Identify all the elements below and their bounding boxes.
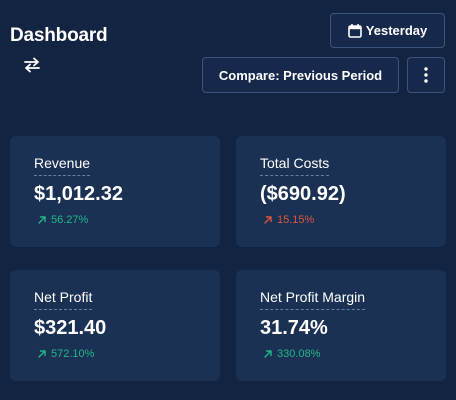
arrow-up-right-icon xyxy=(38,350,46,358)
metric-label[interactable]: Net Profit Margin xyxy=(260,289,366,310)
swap-arrows-icon[interactable] xyxy=(23,57,41,73)
metric-value: $321.40 xyxy=(34,317,107,339)
metric-label[interactable]: Total Costs xyxy=(260,155,330,176)
calendar-icon xyxy=(347,23,362,38)
metric-label[interactable]: Revenue xyxy=(34,155,91,176)
arrow-up-right-icon xyxy=(38,216,46,224)
metric-value: $1,012.32 xyxy=(34,183,123,205)
more-vertical-icon xyxy=(424,67,428,83)
more-options-button[interactable] xyxy=(407,57,445,93)
metric-change: 330.08% xyxy=(264,347,320,361)
metric-change-value: 572.10% xyxy=(51,348,95,360)
metric-label[interactable]: Net Profit xyxy=(34,289,93,310)
page-title: Dashboard xyxy=(10,25,108,46)
arrow-up-right-icon xyxy=(264,216,272,224)
metric-change-value: 56.27% xyxy=(51,214,89,226)
metric-change: 15.15% xyxy=(264,213,314,227)
metric-value: ($690.92) xyxy=(260,183,346,205)
metric-card-net-profit-margin[interactable]: Net Profit Margin 31.74% 330.08% xyxy=(236,270,446,381)
metric-card-net-profit[interactable]: Net Profit $321.40 572.10% xyxy=(10,270,220,381)
metric-card-total-costs[interactable]: Total Costs ($690.92) 15.15% xyxy=(236,136,446,247)
compare-button[interactable]: Compare: Previous Period xyxy=(202,57,399,93)
metric-change-value: 330.08% xyxy=(277,348,321,360)
metric-value: 31.74% xyxy=(260,317,328,339)
metric-change-value: 15.15% xyxy=(277,214,315,226)
date-range-label: Yesterday xyxy=(365,23,428,38)
metric-change: 572.10% xyxy=(38,347,94,361)
metric-change: 56.27% xyxy=(38,213,88,227)
arrow-up-right-icon xyxy=(264,350,272,358)
metric-card-revenue[interactable]: Revenue $1,012.32 56.27% xyxy=(10,136,220,247)
compare-button-label: Compare: Previous Period xyxy=(218,67,383,83)
date-range-button[interactable]: Yesterday xyxy=(330,13,445,48)
